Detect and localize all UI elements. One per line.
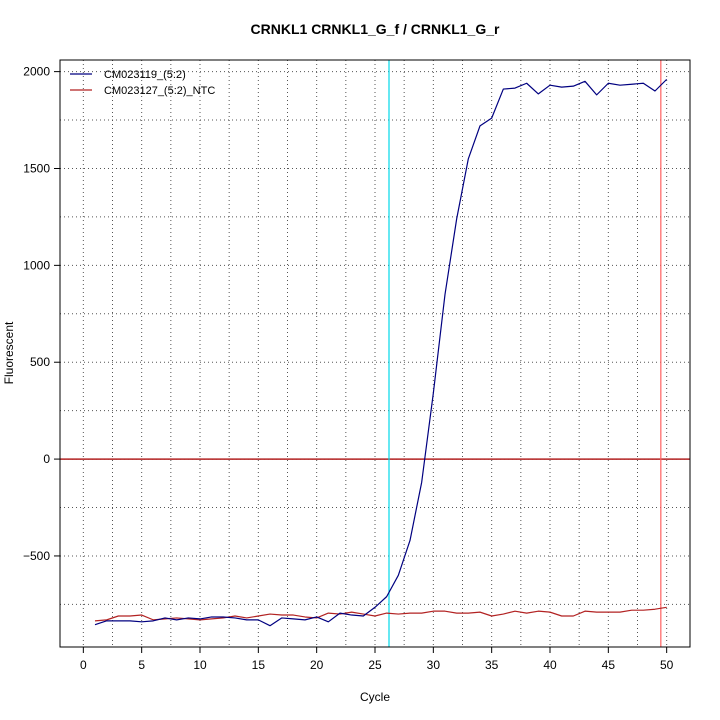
y-axis-label: Fluorescent <box>2 321 16 384</box>
x-tick-label: 10 <box>193 658 207 672</box>
series-line-1 <box>94 606 667 622</box>
y-tick-label: −500 <box>23 549 50 563</box>
series-line-0 <box>94 78 668 627</box>
x-tick-label: 5 <box>138 658 145 672</box>
y-tick-label: 2000 <box>23 65 50 79</box>
reference-lines <box>60 60 690 647</box>
x-tick-label: 25 <box>368 658 382 672</box>
legend-label-1: CM023127_(5:2)_NTC <box>104 85 215 97</box>
x-tick-label: 20 <box>310 658 324 672</box>
y-tick-label: 1500 <box>23 161 50 175</box>
x-tick-label: 35 <box>485 658 499 672</box>
x-tick-label: 45 <box>602 658 616 672</box>
y-tick-label: 1000 <box>23 258 50 272</box>
legend-label-0: CM023119_(5:2) <box>104 69 186 81</box>
x-tick-label: 0 <box>80 658 87 672</box>
x-tick-label: 40 <box>543 658 557 672</box>
legend: CM023119_(5:2) CM023127_(5:2)_NTC <box>70 69 215 97</box>
axes: 0 5 10 15 20 25 30 35 40 45 50 −500 0 500 1000 1500 2000 <box>23 65 674 672</box>
x-tick-label: 50 <box>660 658 674 672</box>
series-layer <box>94 78 668 627</box>
x-tick-label: 15 <box>252 658 266 672</box>
x-tick-label: 30 <box>427 658 441 672</box>
y-tick-label: 0 <box>43 452 50 466</box>
y-tick-label: 500 <box>30 355 50 369</box>
chart-title: CRNKL1 CRNKL1_G_f / CRNKL1_G_r <box>251 21 500 37</box>
x-axis-label: Cycle <box>360 690 390 704</box>
